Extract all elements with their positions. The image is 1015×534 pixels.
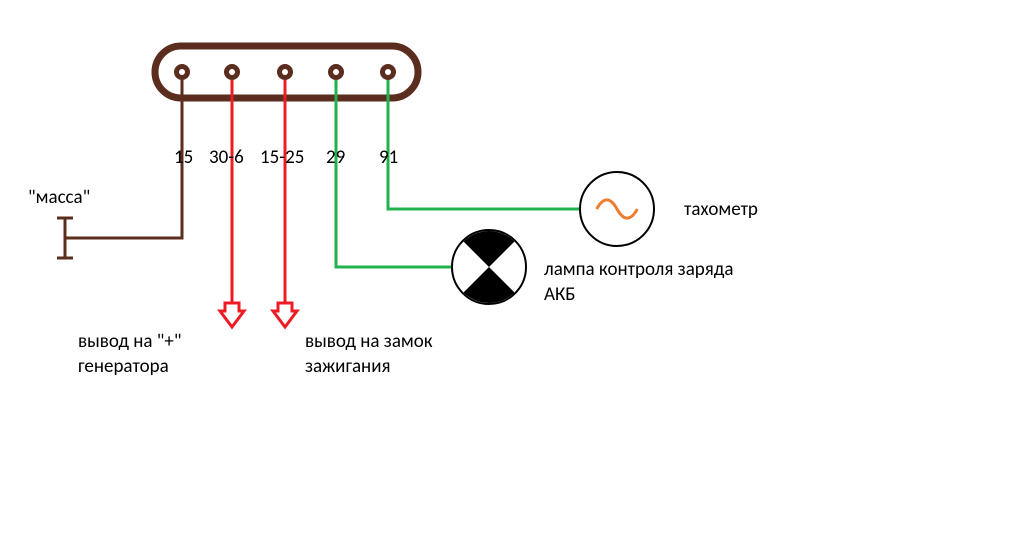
wire-tachometer <box>388 80 580 209</box>
connector-pins <box>174 64 396 80</box>
label-ignition-line1: вывод на замок <box>305 330 433 353</box>
wiring-diagram <box>0 0 1015 534</box>
tachometer-symbol <box>580 172 654 246</box>
pin-label: 15-25 <box>260 146 304 169</box>
arrow-generator <box>220 303 244 327</box>
wire-lamp <box>336 80 452 267</box>
label-generator-line1: вывод на "+" <box>78 330 182 353</box>
label-tachometer: тахометр <box>684 198 758 221</box>
label-ignition-line2: зажигания <box>305 355 390 378</box>
arrow-ignition <box>273 303 297 327</box>
lamp-symbol <box>452 230 526 304</box>
label-lamp-line1: лампа контроля заряда <box>544 258 734 281</box>
label-generator-line2: генератора <box>78 355 169 378</box>
pin-label: 30-6 <box>209 146 244 169</box>
label-lamp-line2: АКБ <box>544 283 576 306</box>
pin-label: 15 <box>174 146 193 169</box>
label-massa: "масса" <box>28 186 90 209</box>
wire-massa <box>65 80 182 238</box>
pin-label: 29 <box>326 146 345 169</box>
pin-label: 91 <box>379 146 398 169</box>
